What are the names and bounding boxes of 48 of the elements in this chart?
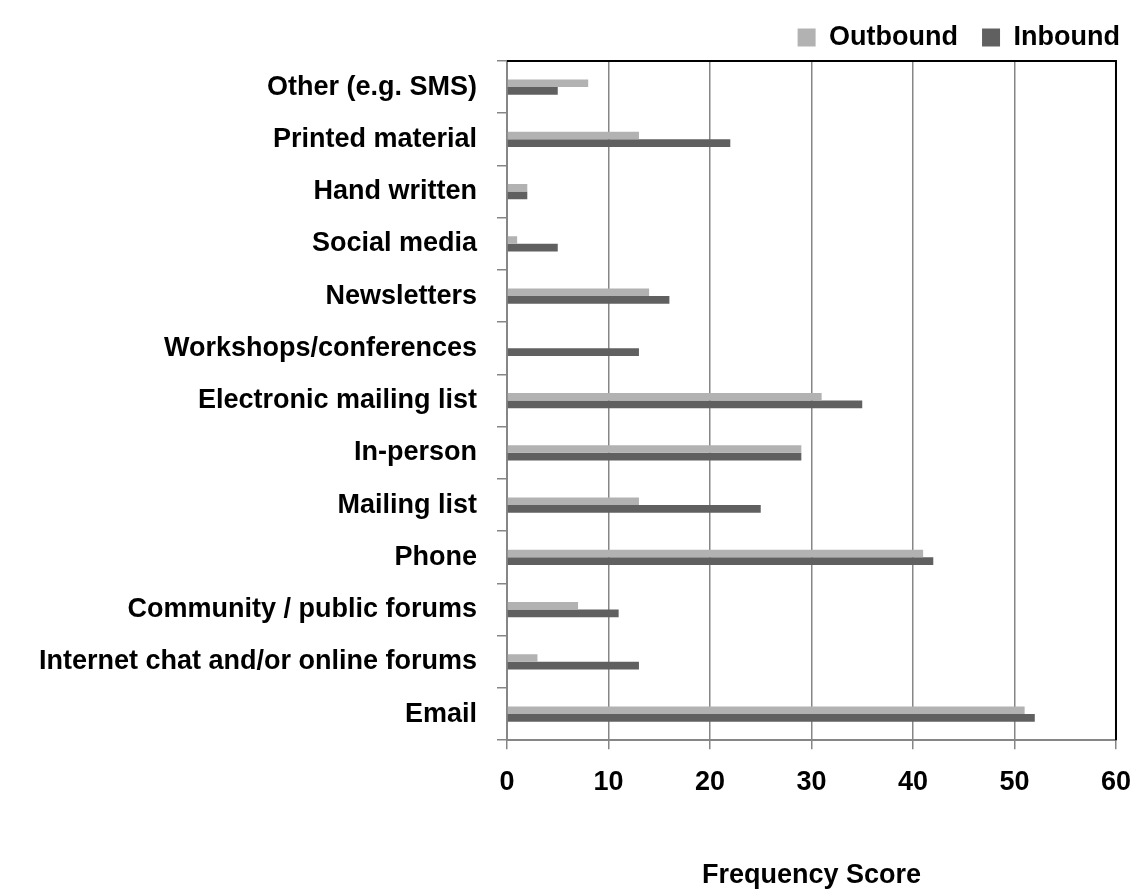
y-tick-label: Social media	[311, 227, 478, 258]
y-tick-label: In-person	[353, 436, 477, 467]
x-tick-label: 60	[1100, 765, 1132, 796]
bar	[507, 87, 558, 95]
x-tick-label: 40	[897, 765, 929, 796]
bar	[507, 79, 589, 88]
legend-label: Inbound	[1013, 20, 1121, 51]
bar	[507, 505, 761, 513]
y-tick-label: Other (e.g. SMS)	[266, 70, 477, 101]
x-tick-label: 10	[593, 765, 624, 796]
x-axis-title: Frequency Score	[701, 859, 922, 890]
bar	[507, 191, 528, 200]
x-tick-label: 50	[999, 765, 1030, 796]
y-tick-label: Hand written	[313, 175, 477, 206]
bar	[507, 288, 650, 297]
bar	[507, 452, 802, 461]
bar	[507, 661, 639, 670]
bar	[507, 236, 518, 244]
bar	[507, 296, 670, 304]
y-tick-label: Email	[404, 697, 477, 728]
bar	[507, 549, 924, 558]
bar	[507, 445, 802, 453]
y-tick-label: Phone	[394, 540, 477, 571]
bar	[507, 609, 619, 618]
bar	[507, 602, 579, 610]
y-tick-label: Electronic mailing list	[197, 384, 477, 415]
bar	[507, 654, 538, 662]
y-tick-label: Internet chat and/or online forums	[38, 645, 477, 676]
legend-label: Outbound	[829, 20, 959, 51]
y-tick-label: Workshops/conferences	[163, 331, 477, 362]
x-tick-label: 0	[499, 765, 515, 796]
x-tick-label: 30	[796, 765, 827, 796]
bar	[507, 393, 822, 401]
bar	[507, 557, 934, 565]
bar	[507, 348, 639, 356]
bar	[507, 497, 639, 506]
bar	[507, 243, 558, 252]
bar	[507, 400, 863, 409]
bar	[507, 706, 1025, 715]
y-tick-label: Newsletters	[325, 279, 477, 310]
bar	[507, 131, 639, 140]
x-tick-label: 20	[694, 765, 726, 796]
bar	[507, 714, 1035, 722]
y-tick-label: Mailing list	[337, 488, 477, 519]
y-tick-label: Community / public forums	[127, 593, 477, 624]
y-tick-label: Printed material	[272, 122, 477, 153]
bar	[507, 139, 731, 147]
bar	[507, 184, 528, 192]
